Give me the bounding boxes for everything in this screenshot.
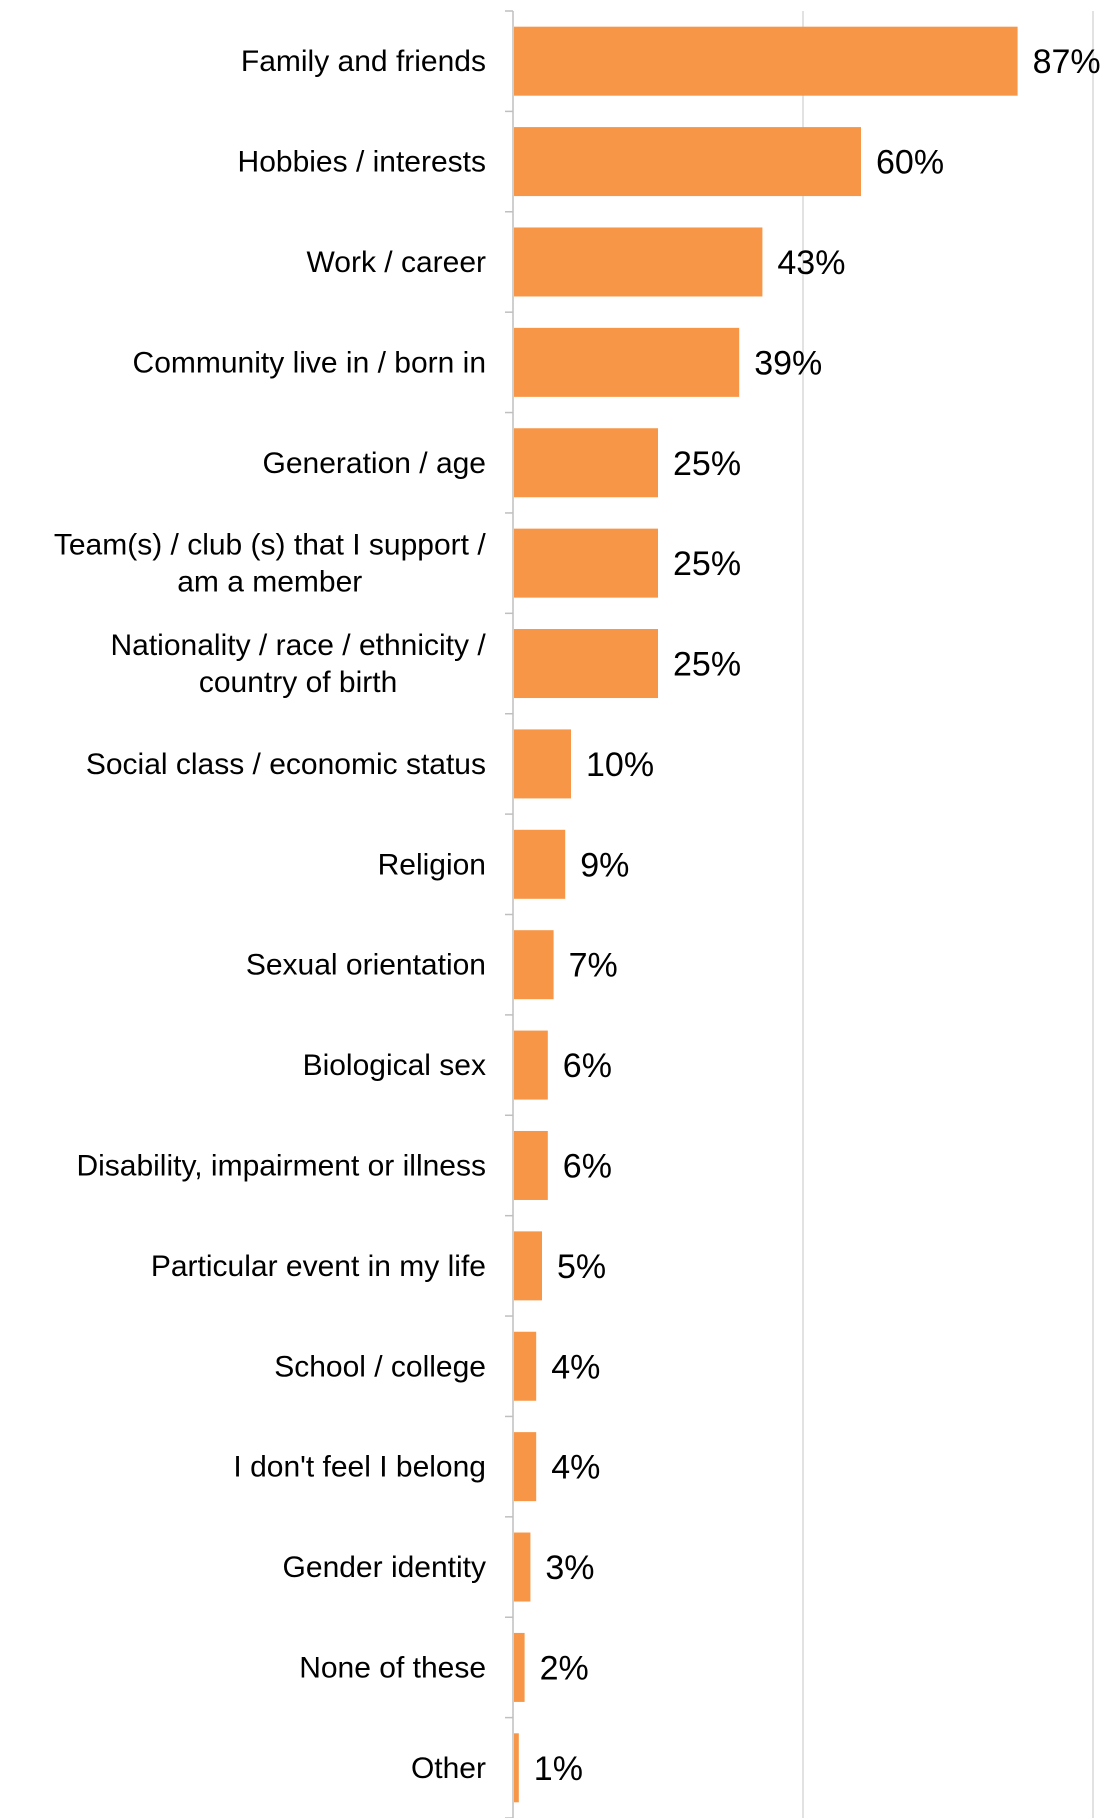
bar [514, 227, 763, 297]
value-label: 10% [586, 746, 654, 784]
value-label: 7% [569, 947, 618, 985]
value-label: 60% [876, 144, 944, 182]
value-label: 3% [545, 1549, 594, 1587]
category-label: Generation / age [263, 447, 487, 480]
value-label: 6% [563, 1147, 612, 1185]
bars [514, 26, 1018, 1803]
gridlines [802, 11, 1094, 1818]
category-label: Nationality / race / ethnicity / country … [111, 629, 487, 699]
value-label: 5% [557, 1248, 606, 1286]
bar [514, 829, 566, 899]
category-label: Family and friends [241, 45, 486, 78]
bar [514, 1733, 519, 1803]
category-label: None of these [299, 1651, 486, 1684]
value-label: 1% [534, 1750, 583, 1788]
value-label: 25% [673, 545, 741, 583]
value-label: 25% [673, 646, 741, 684]
category-label: Hobbies / interests [238, 146, 486, 179]
bar [514, 127, 861, 197]
bar [514, 1532, 531, 1602]
category-label: I don't feel I belong [233, 1451, 486, 1484]
category-label: Particular event in my life [151, 1250, 486, 1283]
bar [514, 428, 658, 498]
bar [514, 327, 740, 397]
category-labels: Family and friends Hobbies / interests Wor… [54, 45, 486, 1785]
category-label: Biological sex [303, 1049, 486, 1082]
value-label: 25% [673, 445, 741, 483]
bar [514, 1632, 525, 1702]
bar [514, 1331, 537, 1401]
value-label: 6% [563, 1047, 612, 1085]
value-label: 43% [777, 244, 845, 282]
bar [514, 629, 658, 699]
category-label: Social class / economic status [86, 748, 486, 781]
bar [514, 930, 554, 1000]
value-label: 4% [551, 1348, 600, 1386]
category-label: Team(s) / club (s) that I support / am a … [54, 529, 486, 599]
bar [514, 1030, 548, 1100]
category-label: Other [411, 1752, 486, 1785]
bar [514, 26, 1018, 96]
category-label: Community live in / born in [133, 346, 486, 379]
y-axis [505, 10, 514, 1818]
category-label: School / college [274, 1350, 486, 1383]
value-label: 2% [540, 1649, 589, 1687]
bar [514, 729, 571, 799]
value-label: 39% [754, 344, 822, 382]
bar [514, 1432, 537, 1502]
category-label: Sexual orientation [246, 949, 486, 982]
category-label: Work / career [307, 246, 487, 279]
category-label: Gender identity [283, 1551, 486, 1584]
bar [514, 1130, 548, 1200]
value-labels: 87% 60% 43% 39% 25% 25% 25% 10% 9% 7% 6% 6% 5% 4% 4% 3%… [534, 43, 1101, 1788]
value-label: 87% [1033, 43, 1101, 81]
value-label: 9% [580, 846, 629, 884]
bar [514, 528, 658, 598]
bar [514, 1231, 542, 1301]
category-label: Religion [378, 848, 486, 881]
value-label: 4% [551, 1449, 600, 1487]
category-label: Disability, impairment or illness [76, 1149, 486, 1182]
